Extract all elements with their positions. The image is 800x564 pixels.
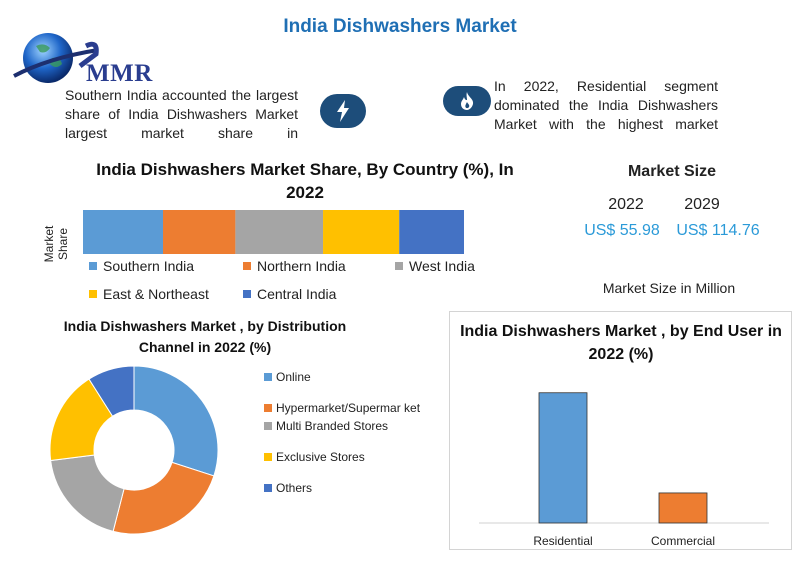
globe-icon bbox=[13, 33, 99, 83]
legend-swatch bbox=[264, 484, 272, 492]
legend-item-central-india: Central India bbox=[243, 286, 336, 302]
legend-item-multi-branded: Multi Branded Stores bbox=[264, 419, 424, 433]
market-size-title: Market Size bbox=[627, 163, 717, 180]
legend-swatch bbox=[395, 262, 403, 270]
share-chart-ylabel: Market Share bbox=[42, 225, 70, 263]
logo-text: MMR bbox=[86, 60, 153, 87]
enduser-chart-frame bbox=[449, 311, 792, 550]
donut-slice-multi-branded-stores bbox=[50, 454, 125, 532]
legend-item-others: Others bbox=[264, 481, 424, 495]
share-bar-segment-2 bbox=[235, 210, 324, 254]
share-bar-segment-4 bbox=[399, 210, 464, 254]
donut-slice-online bbox=[133, 365, 219, 477]
legend-swatch bbox=[264, 373, 272, 381]
market-size-year-2022: 2022 bbox=[608, 196, 644, 213]
legend-swatch bbox=[264, 404, 272, 412]
legend-swatch bbox=[243, 290, 251, 298]
legend-item-northern-india: Northern India bbox=[243, 258, 346, 274]
lightning-bolt-icon bbox=[320, 94, 366, 128]
highlight-right-text: In 2022, Residential segment dominated t… bbox=[494, 78, 718, 132]
share-bar-segment-1 bbox=[163, 210, 236, 254]
legend-item-southern-india: Southern India bbox=[89, 258, 194, 274]
legend-swatch bbox=[264, 453, 272, 461]
donut-chart-title: India Dishwashers Market , by Distributi… bbox=[63, 318, 347, 355]
legend-item-exclusive: Exclusive Stores bbox=[264, 450, 424, 464]
enduser-chart-title: India Dishwashers Market , by End User i… bbox=[460, 323, 782, 363]
share-stacked-bar bbox=[83, 210, 464, 254]
highlight-left-text: Southern India accounted the largest sha… bbox=[65, 87, 298, 141]
fire-icon bbox=[443, 86, 491, 116]
legend-item-hypermarket: Hypermarket/Supermar ket bbox=[264, 401, 424, 415]
distribution-donut-chart bbox=[49, 365, 219, 535]
legend-swatch bbox=[243, 262, 251, 270]
legend-item-west-india: West India bbox=[395, 258, 475, 274]
market-size-year-2029: 2029 bbox=[684, 196, 720, 213]
share-bar-segment-3 bbox=[323, 210, 400, 254]
market-size-unit-note: Market Size in Million bbox=[602, 280, 736, 296]
enduser-tick-label-commercial: Commercial bbox=[651, 534, 715, 548]
share-chart-title: India Dishwashers Market Share, By Count… bbox=[96, 160, 514, 202]
donut-legend: Online Hypermarket/Supermar ket Multi Br… bbox=[264, 370, 424, 512]
donut-slice-others bbox=[88, 365, 135, 417]
legend-swatch bbox=[89, 290, 97, 298]
legend-item-east-northeast: East & Northeast bbox=[89, 286, 209, 302]
page-title: India Dishwashers Market bbox=[283, 16, 517, 37]
legend-swatch bbox=[89, 262, 97, 270]
legend-item-online: Online bbox=[264, 370, 424, 384]
enduser-bar-chart: Residential Commercial bbox=[479, 392, 769, 548]
enduser-bar-commercial bbox=[658, 492, 708, 524]
market-size-value-2022: US$ 55.98 bbox=[584, 222, 660, 239]
enduser-tick-label-residential: Residential bbox=[533, 534, 592, 548]
legend-swatch bbox=[264, 422, 272, 430]
market-size-value-2029: US$ 114.76 bbox=[676, 222, 760, 239]
enduser-bar-residential bbox=[538, 392, 588, 524]
share-bar-segment-0 bbox=[83, 210, 164, 254]
donut-slice-hypermarket-supermarket bbox=[112, 461, 215, 535]
